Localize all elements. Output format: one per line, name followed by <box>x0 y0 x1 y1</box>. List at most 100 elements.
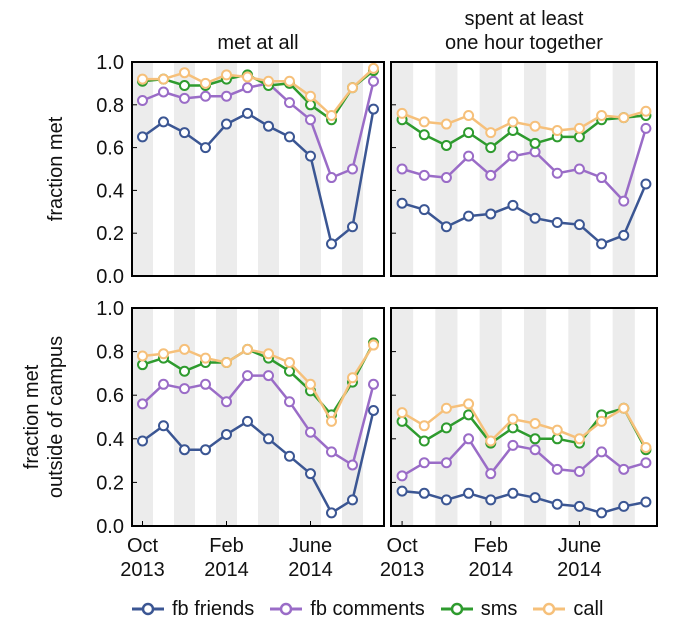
data-point-fb-comments <box>179 383 190 395</box>
y-tick-label: 0.8 <box>96 95 124 117</box>
data-point-call <box>507 413 519 425</box>
data-point-fb-friends <box>368 404 379 416</box>
panel-frame <box>390 307 658 527</box>
data-point-fb-comments <box>368 378 379 390</box>
month-stripe <box>568 308 591 526</box>
month-stripe <box>524 62 547 276</box>
data-point-fb-comments <box>596 446 608 458</box>
data-point-fb-comments <box>179 92 190 104</box>
month-stripe <box>132 62 153 276</box>
legend-swatch-sms <box>440 602 473 616</box>
data-point-sms <box>137 359 148 371</box>
data-point-sms <box>529 137 541 149</box>
data-point-call <box>326 110 337 121</box>
month-stripe <box>132 308 153 526</box>
month-stripe <box>435 308 458 526</box>
data-point-fb-comments <box>463 150 475 162</box>
data-point-fb-friends <box>573 219 585 231</box>
data-point-fb-friends <box>396 485 408 497</box>
data-point-fb-friends <box>326 507 337 519</box>
legend-swatch-fb-comments <box>270 602 303 616</box>
data-point-sms <box>463 409 475 421</box>
data-point-fb-comments <box>596 172 608 184</box>
legend-swatch-fb-friends <box>132 602 164 616</box>
data-point-fb-comments <box>551 463 563 475</box>
data-point-fb-comments <box>158 86 169 98</box>
data-point-fb-friends <box>137 435 148 447</box>
data-point-fb-comments <box>418 457 430 469</box>
data-point-call <box>284 357 295 368</box>
data-point-fb-friends <box>221 118 232 130</box>
data-point-fb-comments <box>305 426 316 438</box>
data-point-call <box>242 71 253 83</box>
panel-frame <box>390 61 658 277</box>
data-point-fb-friends <box>284 131 295 143</box>
data-point-fb-friends <box>618 500 630 512</box>
data-point-fb-comments <box>618 463 630 475</box>
data-point-fb-comments <box>200 90 211 102</box>
x-tick-label: Oct 2013 <box>380 535 425 581</box>
data-point-fb-comments <box>551 167 563 179</box>
data-point-sms <box>551 433 563 445</box>
panel-title: spent at least one hour together <box>445 8 603 54</box>
y-tick-label: 0.2 <box>96 472 124 494</box>
data-point-fb-comments <box>137 95 148 107</box>
data-point-fb-comments <box>618 195 630 207</box>
y-tick-label: 0.0 <box>96 516 124 538</box>
legend-item-call: call <box>531 598 603 621</box>
month-stripe <box>216 62 237 276</box>
data-point-call <box>305 90 316 102</box>
data-point-fb-comments <box>242 82 253 94</box>
y-tick-label: 1.0 <box>96 298 124 320</box>
data-point-fb-friends <box>326 238 337 250</box>
data-point-call <box>529 418 541 430</box>
data-point-call <box>596 110 608 121</box>
data-point-fb-friends <box>440 494 452 506</box>
data-point-fb-friends <box>305 150 316 162</box>
legend-label-fb-friends: fb friends <box>172 597 255 620</box>
data-point-call <box>618 402 630 414</box>
data-point-call <box>463 398 475 410</box>
data-point-fb-friends <box>507 199 519 211</box>
data-point-sms <box>485 142 497 154</box>
month-stripe <box>342 308 363 526</box>
data-point-call <box>221 357 232 368</box>
data-point-call <box>200 352 211 364</box>
data-point-fb-comments <box>347 163 358 175</box>
data-point-fb-friends <box>158 116 169 128</box>
data-point-fb-comments <box>507 439 519 451</box>
data-point-sms <box>418 435 430 447</box>
data-point-fb-comments <box>573 466 585 477</box>
legend: fb friends fb comments sms call <box>130 594 670 624</box>
data-point-fb-comments <box>221 396 232 408</box>
data-point-call <box>485 127 497 139</box>
data-point-call <box>242 343 253 355</box>
data-point-fb-friends <box>463 210 475 222</box>
data-point-call <box>573 122 585 134</box>
data-point-fb-friends <box>368 103 379 115</box>
data-point-sms <box>463 127 475 139</box>
data-point-fb-friends <box>507 487 519 499</box>
data-point-call <box>640 105 652 117</box>
data-point-fb-friends <box>179 444 190 456</box>
month-stripe <box>174 308 195 526</box>
data-point-fb-comments <box>640 122 652 134</box>
data-point-fb-friends <box>573 500 585 512</box>
legend-label-fb-comments: fb comments <box>310 597 425 620</box>
data-point-fb-friends <box>640 496 652 508</box>
month-stripe <box>479 308 502 526</box>
y-tick-label: 0.6 <box>96 138 124 160</box>
data-point-call <box>200 77 211 89</box>
data-point-call <box>418 420 430 432</box>
data-point-call <box>551 424 563 436</box>
data-point-call <box>640 442 652 454</box>
x-tick-label: Oct 2013 <box>120 535 165 581</box>
data-point-fb-friends <box>284 450 295 462</box>
data-point-fb-friends <box>463 487 475 499</box>
data-point-fb-comments <box>347 459 358 471</box>
legend-item-fb-friends: fb friends <box>130 598 254 621</box>
data-point-sms <box>284 365 295 377</box>
x-tick-label: Feb 2014 <box>469 535 514 581</box>
data-point-fb-friends <box>418 487 430 499</box>
